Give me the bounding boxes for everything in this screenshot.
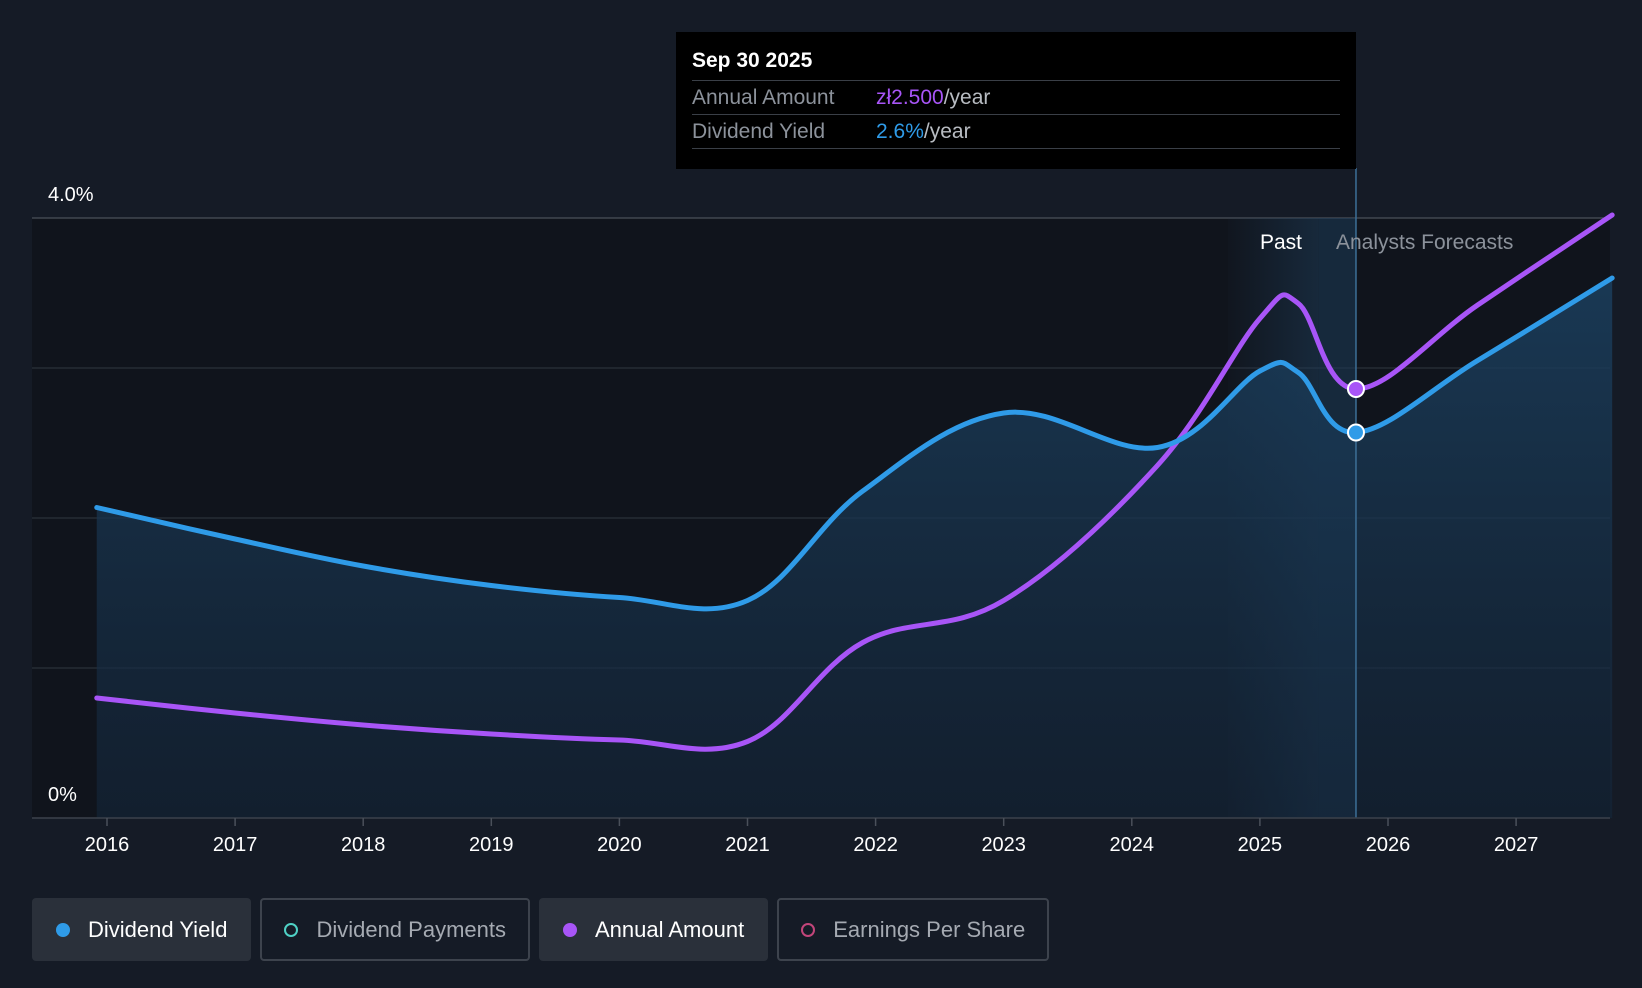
x-tick-label: 2022: [853, 834, 898, 856]
x-tick-label: 2024: [1110, 834, 1155, 856]
x-tick-label: 2026: [1366, 834, 1411, 856]
tooltip-row-dividend-yield: Dividend Yield 2.6% /year: [692, 115, 1340, 149]
x-tick-label: 2025: [1238, 834, 1283, 856]
legend-dividend-payments-button[interactable]: Dividend Payments: [260, 898, 530, 961]
tooltip-unit: /year: [943, 86, 991, 109]
x-tick-label: 2023: [981, 834, 1026, 856]
legend-dot-icon: [801, 922, 816, 937]
legend-dot-icon: [284, 922, 299, 937]
tooltip-unit: /year: [923, 120, 971, 143]
hover-tooltip: Sep 30 2025 Annual Amount zł2.500 /year …: [676, 32, 1356, 169]
tooltip-date: Sep 30 2025: [692, 46, 1340, 81]
x-tick-label: 2021: [725, 834, 770, 856]
annual-amount-highlight-point[interactable]: [1346, 380, 1365, 398]
dividend-yield-highlight-point[interactable]: [1346, 423, 1365, 442]
y-axis-top-label: 4.0%: [48, 184, 94, 206]
x-tick-label: 2019: [469, 834, 514, 856]
tooltip-value: zł2.500: [876, 86, 944, 109]
legend-dividend-yield-button[interactable]: Dividend Yield: [32, 898, 252, 961]
x-tick-label: 2020: [597, 834, 642, 856]
x-tick-label: 2018: [341, 834, 386, 856]
tooltip-label: Annual Amount: [692, 86, 835, 109]
legend-dot-icon: [562, 922, 577, 937]
x-tick-label: 2017: [213, 834, 258, 856]
legend-label: Earnings Per Share: [833, 916, 1026, 942]
legend-label: Annual Amount: [594, 916, 745, 942]
tooltip-value: 2.6%: [876, 120, 924, 143]
forecast-label: Analysts Forecasts: [1336, 231, 1513, 254]
x-tick-label: 2027: [1494, 834, 1539, 856]
legend-earnings-per-share-button[interactable]: Earnings Per Share: [777, 898, 1050, 961]
dividend-yield-area: [96, 278, 1613, 818]
legend-annual-amount-button[interactable]: Annual Amount: [538, 898, 769, 961]
legend: Dividend Yield Dividend Payments Annual …: [32, 898, 1050, 961]
legend-label: Dividend Payments: [316, 916, 506, 942]
y-axis-bottom-label: 0%: [48, 784, 77, 806]
legend-label: Dividend Yield: [88, 916, 228, 942]
legend-dot-icon: [56, 922, 70, 937]
tooltip-row-annual-amount: Annual Amount zł2.500 /year: [692, 81, 1340, 115]
tooltip-label: Dividend Yield: [692, 120, 826, 143]
x-tick-label: 2016: [85, 834, 130, 856]
past-label: Past: [1260, 231, 1302, 254]
